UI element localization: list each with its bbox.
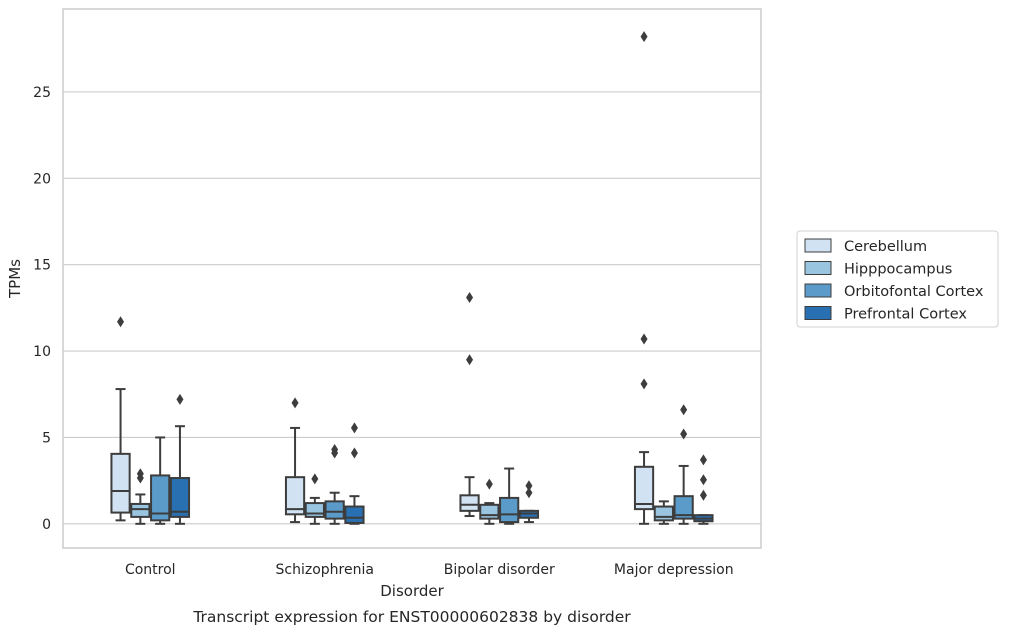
outlier-point (291, 397, 299, 409)
boxes (110, 31, 714, 525)
x-tick-label: Control (125, 562, 176, 578)
legend-label: Orbitofontal Cortex (844, 284, 984, 300)
box-iqr (673, 495, 694, 520)
y-tick-label: 20 (33, 171, 51, 187)
outlier-point (331, 444, 339, 456)
plot-area-frame (62, 8, 762, 549)
y-axis-ticks: 0 5 10 15 20 25 (33, 85, 51, 533)
chart-caption: Transcript expression for ENST0000060283… (192, 608, 631, 626)
box-cerebellum (459, 292, 480, 518)
box-orbitofontal-cortex (150, 436, 171, 525)
box-hipppocampus (130, 468, 151, 525)
outlier-point (350, 447, 358, 459)
outlier-point (699, 489, 707, 501)
box-iqr (130, 502, 151, 518)
y-tick-label: 15 (33, 258, 51, 274)
outlier-point (466, 292, 474, 304)
box-cerebellum (110, 316, 131, 522)
box-prefrontal-cortex (169, 393, 191, 525)
outlier-point (136, 468, 144, 480)
legend-frame (796, 230, 999, 328)
outlier-point (466, 354, 474, 366)
gridlines (63, 91, 761, 525)
box-iqr (479, 503, 500, 520)
box-iqr (110, 452, 131, 514)
x-tick-label: Schizophrenia (276, 562, 374, 578)
legend-label: Hipppocampus (844, 262, 952, 278)
y-tick-label: 25 (33, 85, 51, 101)
outlier-point (117, 316, 125, 328)
box-orbitofontal-cortex (673, 404, 694, 525)
x-tick-label: Bipolar disorder (444, 562, 555, 578)
x-axis-title: Disorder (380, 582, 444, 600)
box-orbitofontal-cortex (324, 444, 345, 525)
box-orbitofontal-cortex (499, 467, 520, 525)
box-iqr (499, 496, 520, 524)
box-iqr (633, 465, 655, 511)
box-iqr (324, 500, 345, 520)
legend-swatch (804, 283, 832, 298)
box-cerebellum (284, 397, 306, 524)
y-tick-label: 0 (42, 517, 51, 533)
outlier-point (176, 393, 184, 405)
y-axis-title: TPMs (6, 259, 24, 299)
box-iqr (169, 477, 191, 518)
box-iqr (150, 474, 171, 522)
legend: Cerebellum Hipppocampus Orbitofontal Corte… (796, 230, 999, 328)
outlier-point (680, 404, 688, 416)
y-tick-label: 10 (33, 344, 51, 360)
box-iqr (304, 502, 325, 518)
outlier-point (525, 480, 533, 492)
outlier-point (311, 473, 319, 485)
y-tick-label: 5 (42, 430, 51, 446)
outlier-point (485, 478, 493, 490)
outlier-point (680, 428, 688, 440)
legend-label: Prefrontal Cortex (844, 307, 967, 323)
x-axis-ticks: Control Schizophrenia Bipolar disorder Majo… (125, 562, 734, 578)
outlier-point (525, 487, 533, 499)
box-hipppocampus (304, 473, 325, 525)
box-iqr (459, 494, 480, 512)
box-iqr (284, 476, 306, 516)
box-hipppocampus (479, 478, 500, 525)
x-tick-label: Major depression (614, 562, 734, 578)
legend-label: Cerebellum (844, 239, 927, 255)
box-iqr (653, 505, 674, 522)
outlier-point (699, 474, 707, 486)
outlier-point (640, 378, 648, 390)
outlier-point (640, 31, 648, 43)
outlier-point (350, 422, 358, 434)
legend-swatch (804, 261, 832, 275)
box-prefrontal-cortex (518, 480, 540, 524)
legend-swatch (804, 306, 832, 320)
box-iqr (344, 505, 365, 524)
outlier-point (640, 333, 648, 345)
box-cerebellum (633, 31, 655, 525)
box-prefrontal-cortex (344, 422, 365, 525)
box-hipppocampus (653, 500, 674, 525)
box-prefrontal-cortex (693, 454, 714, 525)
outlier-point (699, 454, 707, 466)
legend-swatch (804, 238, 832, 253)
